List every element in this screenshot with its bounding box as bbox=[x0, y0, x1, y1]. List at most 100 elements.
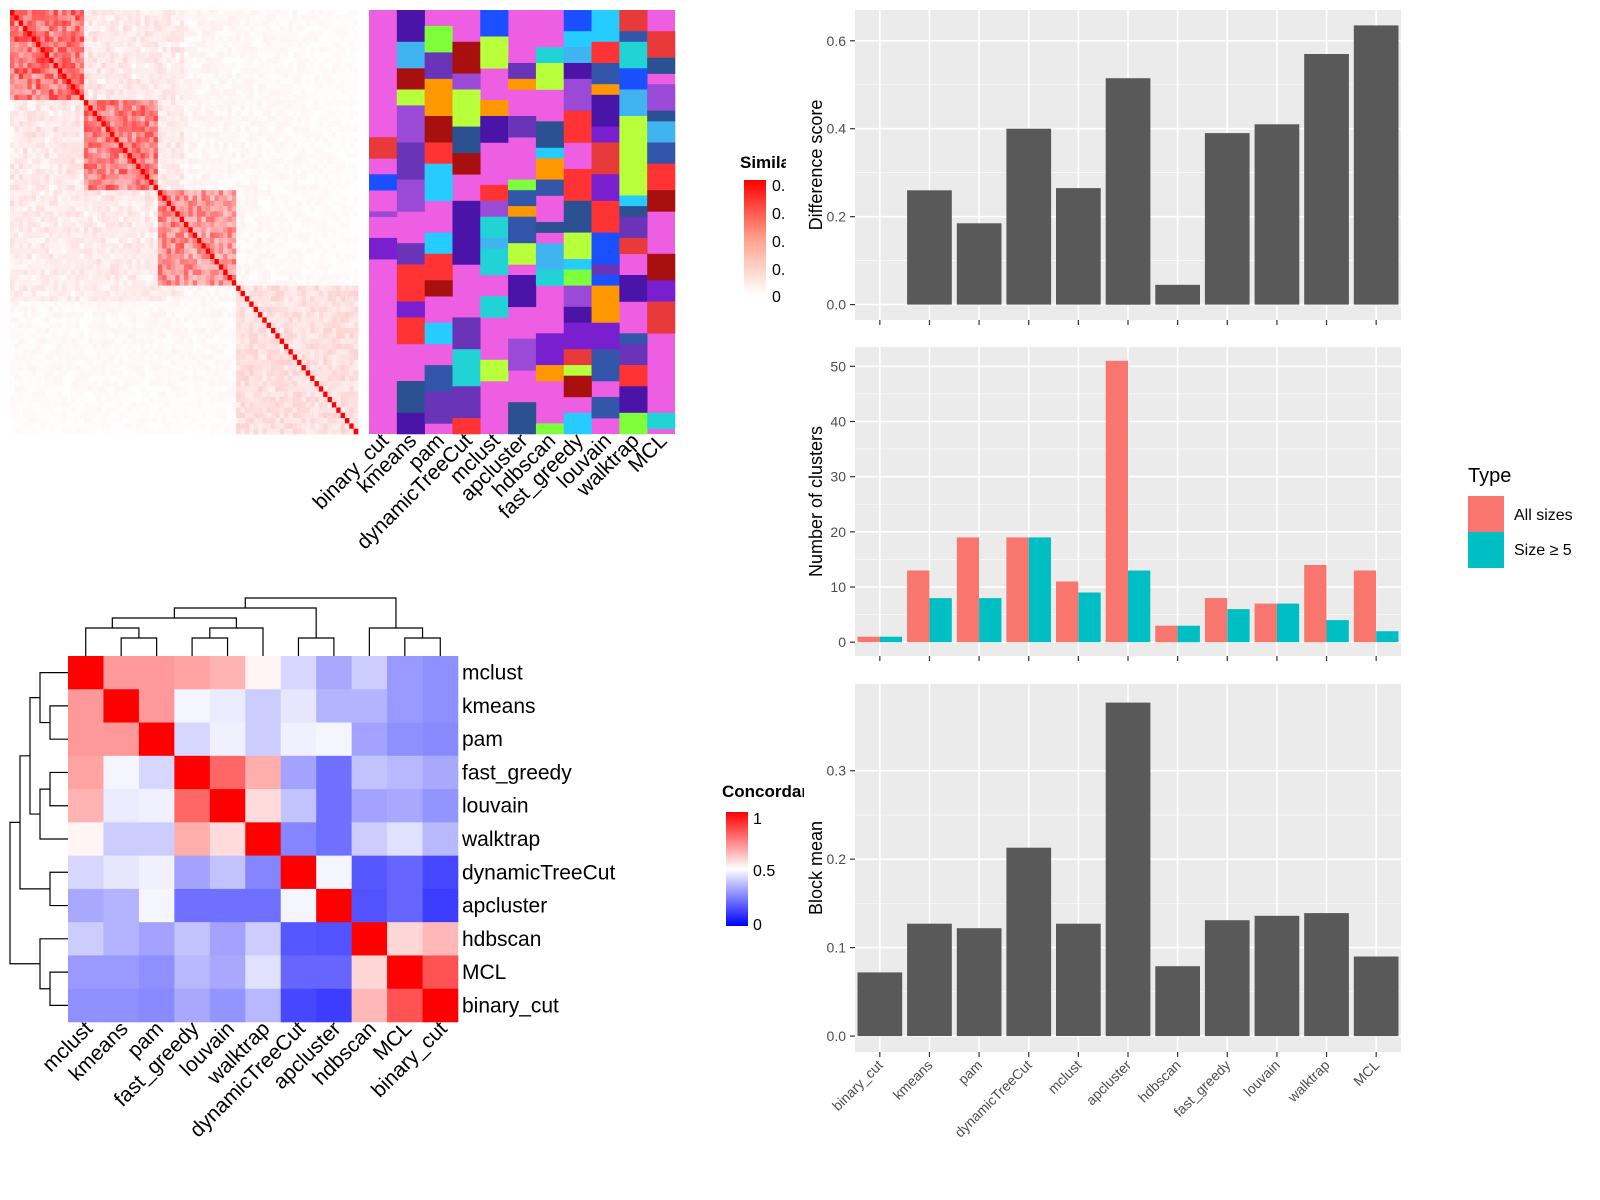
y-tick-label: 0.2 bbox=[827, 851, 847, 867]
y-tick-label: 50 bbox=[830, 358, 846, 374]
concordance-cell bbox=[68, 755, 104, 790]
concordance-row-label: kmeans bbox=[462, 695, 536, 718]
cluster-column-labels: binary_cutkmeanspamdynamicTreeCutmclusta… bbox=[309, 429, 672, 554]
concordance-cell bbox=[68, 988, 104, 1023]
concordance-cell bbox=[422, 656, 459, 690]
concordance-cell bbox=[387, 755, 423, 790]
concordance-cell bbox=[316, 822, 352, 856]
concordance-cell bbox=[422, 689, 459, 723]
concordance-cell bbox=[209, 955, 246, 990]
y-tick-label: 0.6 bbox=[827, 33, 847, 49]
concordance-cell bbox=[209, 755, 246, 790]
similarity-tick: 0 bbox=[772, 289, 781, 306]
concordance-row-label: apcluster bbox=[462, 895, 547, 918]
bar bbox=[1105, 360, 1128, 643]
similarity-legend: Similarity 0.2 0.15 0.1 0.05 0 bbox=[740, 153, 786, 306]
x-tick-label: binary_cut bbox=[829, 1057, 886, 1114]
concordance-cell bbox=[422, 822, 459, 856]
concordance-cell bbox=[316, 722, 352, 757]
bar bbox=[907, 923, 952, 1036]
concordance-cell bbox=[316, 988, 352, 1023]
concordance-cell bbox=[387, 822, 423, 856]
concordance-cell bbox=[280, 955, 317, 990]
concordance-row-label: walktrap bbox=[461, 828, 540, 851]
y-tick-label: 0 bbox=[838, 634, 846, 650]
concordance-cell bbox=[280, 689, 317, 723]
bar bbox=[1326, 620, 1349, 643]
concordance-cell bbox=[422, 855, 459, 890]
concordance-cell bbox=[351, 822, 388, 856]
concordance-cell bbox=[174, 822, 211, 856]
concordance-cell bbox=[209, 922, 246, 956]
concordance-cell bbox=[316, 789, 352, 823]
concordance-cell bbox=[209, 822, 246, 856]
concordance-cell bbox=[387, 888, 423, 923]
concordance-cell bbox=[103, 855, 140, 890]
concordance-cell bbox=[387, 656, 423, 690]
bar bbox=[907, 570, 930, 643]
concordance-cell bbox=[68, 789, 104, 823]
concordance-cell bbox=[103, 988, 140, 1023]
concordance-cell bbox=[422, 955, 459, 990]
bar bbox=[956, 928, 1002, 1037]
concordance-row-label: dynamicTreeCut bbox=[462, 861, 615, 884]
bar bbox=[1276, 603, 1300, 643]
concordance-cell bbox=[174, 689, 211, 723]
concordance-row-label: fast_greedy bbox=[462, 762, 572, 785]
concordance-row-label: binary_cut bbox=[462, 994, 559, 1017]
column-dendrogram bbox=[85, 597, 441, 656]
bar bbox=[1353, 956, 1399, 1037]
concordance-cell bbox=[209, 855, 246, 890]
concordance-cell bbox=[209, 722, 246, 757]
bar bbox=[1353, 25, 1399, 305]
y-tick-label: 0.0 bbox=[827, 297, 847, 313]
concordance-cell bbox=[422, 988, 459, 1023]
bar bbox=[956, 223, 1002, 305]
type-legend-title: Type bbox=[1468, 465, 1511, 487]
concordance-cell bbox=[245, 755, 282, 790]
y-axis-title: Number of clusters bbox=[806, 426, 826, 577]
bar bbox=[1304, 565, 1327, 643]
concordance-cell bbox=[245, 689, 282, 723]
concordance-cell bbox=[138, 955, 175, 990]
concordance-cell bbox=[422, 922, 459, 956]
concordance-cell bbox=[387, 789, 423, 823]
concordance-cell bbox=[422, 888, 459, 923]
concordance-cell bbox=[280, 855, 317, 890]
legend-label-all-sizes: All sizes bbox=[1514, 507, 1573, 524]
x-tick-label: louvain bbox=[1240, 1057, 1283, 1100]
concordance-cell bbox=[351, 888, 388, 923]
x-tick-label: hdbscan bbox=[1135, 1057, 1184, 1106]
bar bbox=[979, 598, 1002, 643]
difference-score-chart: 0.0 0.2 0.4 0.6 Difference score bbox=[806, 10, 1401, 325]
bar bbox=[1177, 625, 1200, 643]
concordance-color-bar bbox=[726, 812, 748, 926]
concordance-cell bbox=[280, 656, 317, 690]
concordance-cell bbox=[103, 722, 140, 757]
concordance-cell bbox=[316, 689, 352, 723]
bar bbox=[1056, 923, 1101, 1036]
bar bbox=[1155, 966, 1200, 1037]
concordance-cell bbox=[387, 922, 423, 956]
concordance-cell bbox=[351, 988, 388, 1023]
bar bbox=[1155, 284, 1200, 305]
bar bbox=[929, 598, 952, 643]
concordance-cell bbox=[245, 822, 282, 856]
concordance-row-label: MCL bbox=[462, 961, 506, 984]
y-axis-title: Block mean bbox=[806, 821, 826, 915]
x-tick-label: mclust bbox=[1045, 1057, 1085, 1097]
bar bbox=[1028, 537, 1051, 643]
concordance-cell bbox=[138, 988, 175, 1023]
concordance-cell bbox=[387, 955, 423, 990]
bar bbox=[1227, 609, 1250, 643]
concordance-cell bbox=[351, 955, 388, 990]
concordance-cell bbox=[316, 855, 352, 890]
concordance-cell bbox=[138, 656, 175, 690]
bar bbox=[1254, 603, 1277, 643]
concordance-cell bbox=[245, 789, 282, 823]
x-tick-label: kmeans bbox=[890, 1057, 936, 1103]
bar bbox=[907, 190, 952, 305]
concordance-cell bbox=[245, 888, 282, 923]
